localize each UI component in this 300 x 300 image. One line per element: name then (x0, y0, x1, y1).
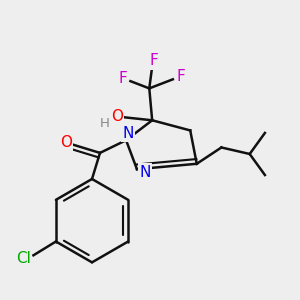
Text: N: N (122, 126, 134, 141)
Text: F: F (150, 53, 158, 68)
Text: F: F (176, 69, 185, 84)
Text: O: O (111, 109, 123, 124)
Text: H: H (100, 117, 110, 130)
Text: O: O (60, 134, 72, 149)
Text: N: N (139, 165, 151, 180)
Text: Cl: Cl (16, 251, 31, 266)
Text: F: F (118, 71, 127, 86)
